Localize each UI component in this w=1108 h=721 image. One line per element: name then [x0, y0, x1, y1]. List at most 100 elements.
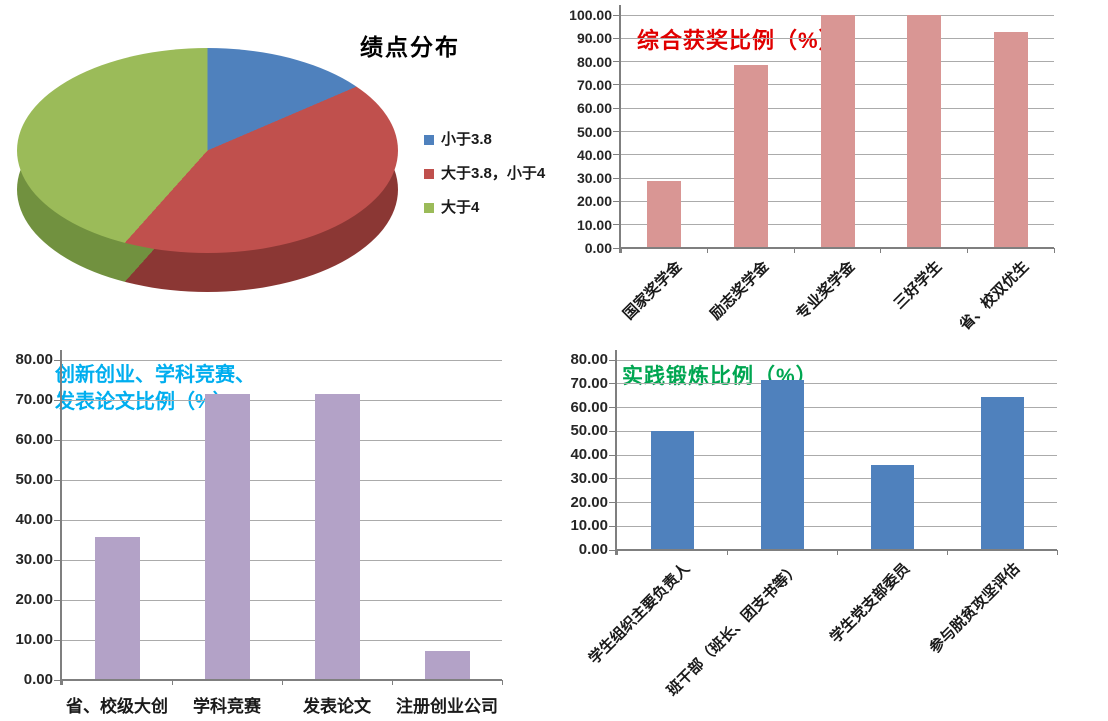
y-axis-tick: [609, 383, 615, 385]
bar-参与脱贫攻坚评估: [980, 397, 1024, 550]
y-axis-tick: [613, 224, 619, 226]
legend-item: 大于3.8，小于4: [424, 162, 545, 183]
bar-励志奖学金: [733, 64, 768, 248]
award-chart-title: 综合获奖比例（%）: [637, 28, 842, 53]
y-axis-tick: [54, 599, 60, 601]
y-axis-label: 20.00: [576, 193, 612, 210]
y-axis-tick: [54, 359, 60, 361]
y-axis: [619, 5, 621, 253]
innovation-title-line1: 创新创业、学科竞赛、: [55, 364, 255, 386]
bar-省、校双优生: [993, 31, 1028, 248]
x-axis-label: 国家奖学金: [620, 258, 686, 324]
practice-bar-chart: 0.00 10.00 20.00 30.00 40.00 50.00 60.00 70.00 8…: [570, 350, 1058, 699]
y-axis: [60, 350, 62, 685]
y-axis-label: 70.00: [576, 76, 612, 93]
gridline: [62, 479, 502, 481]
pie-legend: 小于3.8 大于3.8，小于4 大于4: [424, 128, 545, 230]
legend-color-swatch: [424, 135, 434, 145]
y-axis-label: 80.00: [570, 351, 608, 368]
y-axis-tick: [609, 359, 615, 361]
gridline: [62, 359, 502, 361]
gridline: [62, 559, 502, 561]
y-axis-tick: [609, 430, 615, 432]
award-bar-chart: 0.00 10.00 20.00 30.00 40.00 50.00 60.00 70.00 8…: [569, 5, 1055, 334]
y-axis-label: 60.00: [15, 431, 53, 448]
gridline: [62, 399, 502, 401]
y-axis-label: 100.00: [569, 7, 612, 23]
y-axis-label: 70.00: [15, 391, 53, 408]
y-axis-tick: [54, 439, 60, 441]
y-axis-tick: [609, 407, 615, 408]
y-axis-label: 50.00: [576, 123, 612, 140]
x-axis-label: 励志奖学金: [706, 258, 773, 324]
y-axis-label: 40.00: [576, 146, 612, 163]
y-axis-tick: [609, 525, 615, 527]
bar-班干部（班长、团支书等）: [760, 380, 804, 550]
x-axis-tick: [836, 550, 838, 555]
bar-三好学生: [907, 15, 942, 248]
y-axis-label: 60.00: [570, 398, 608, 416]
bar-注册创业公司: [424, 651, 470, 680]
gridline: [62, 439, 502, 441]
x-axis-label: 省、校双优生: [956, 258, 1032, 334]
legend-label: 大于4: [441, 199, 480, 216]
x-axis-tick: [61, 680, 63, 685]
x-axis-label: 参与脱贫攻坚评估: [926, 560, 1024, 658]
gridline: [617, 502, 1057, 503]
legend-label: 大于3.8，小于4: [441, 165, 546, 182]
y-axis-tick: [609, 454, 615, 456]
y-axis-tick: [613, 131, 619, 132]
bar-发表论文: [314, 394, 360, 680]
x-axis-label: 省、校级大创: [66, 697, 168, 716]
gridline: [617, 525, 1057, 527]
legend-color-swatch: [424, 169, 434, 179]
y-axis-label: 10.00: [576, 216, 612, 233]
pie-chart-title: 绩点分布: [360, 34, 460, 60]
x-axis-label: 学生组织主要负责人: [585, 560, 694, 668]
y-axis-label: 30.00: [576, 170, 612, 187]
x-axis-label: 学科竞赛: [193, 697, 261, 716]
y-axis-label: 0.00: [584, 240, 612, 256]
gridline: [617, 407, 1057, 408]
innovation-chart-title: 创新创业、学科竞赛、 发表论文比例（%）: [55, 362, 355, 416]
pie-top-surface: [17, 48, 398, 253]
y-axis-tick: [54, 639, 60, 641]
bar-学生党支部委员: [870, 465, 914, 550]
y-axis-tick: [609, 549, 615, 551]
gridline: [617, 454, 1057, 456]
y-axis-label: 10.00: [15, 631, 53, 648]
y-axis-tick: [613, 37, 619, 39]
legend-color-swatch: [424, 203, 434, 213]
x-axis-tick: [1053, 248, 1055, 253]
x-axis-tick: [620, 248, 622, 253]
y-axis-label: 90.00: [576, 30, 612, 47]
y-axis: [615, 350, 617, 555]
x-axis-label: 注册创业公司: [396, 697, 498, 716]
x-axis-tick: [726, 550, 728, 555]
innovation-bar-chart: 0.00 10.00 20.00 30.00 40.00 50.00 60.00 70.00 8…: [15, 350, 503, 716]
innovation-title-line2: 发表论文比例（%）: [55, 391, 233, 413]
y-axis-label: 20.00: [570, 493, 608, 511]
y-axis-label: 0.00: [23, 671, 53, 688]
y-axis-tick: [609, 478, 615, 480]
gridline: [617, 383, 1057, 385]
y-axis-label: 70.00: [570, 374, 608, 392]
y-axis-label: 80.00: [576, 53, 612, 70]
x-axis-tick: [793, 248, 795, 253]
y-axis-label: 10.00: [570, 517, 608, 535]
x-axis: [60, 679, 502, 681]
gridline: [617, 430, 1057, 432]
y-axis-tick: [54, 679, 60, 681]
y-axis-tick: [613, 200, 619, 202]
bar-专业奖学金: [820, 15, 855, 248]
x-axis-label: 发表论文: [303, 697, 371, 716]
y-axis-tick: [613, 14, 619, 16]
bar-国家奖学金: [647, 181, 682, 248]
x-axis-tick: [1056, 550, 1058, 555]
legend-item: 大于4: [424, 196, 545, 217]
y-axis-tick: [613, 177, 619, 179]
y-axis-label: 30.00: [570, 469, 608, 487]
y-axis-label: 40.00: [15, 511, 53, 528]
y-axis-tick: [613, 154, 619, 156]
y-axis-tick: [54, 479, 60, 481]
